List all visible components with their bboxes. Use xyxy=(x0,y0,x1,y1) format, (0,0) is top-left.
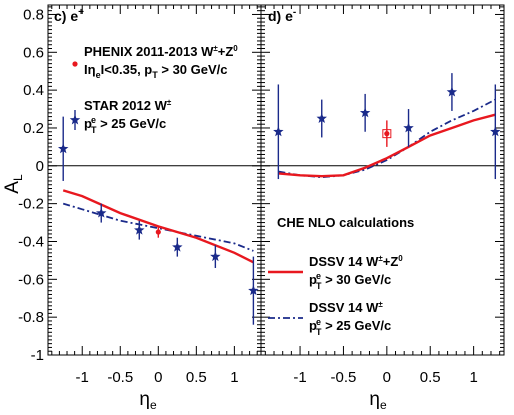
panel-right-ticks xyxy=(261,5,504,356)
star-point xyxy=(96,207,107,218)
dssv-wz-curve xyxy=(278,113,496,178)
star-point xyxy=(446,86,458,97)
dssv-w-curve xyxy=(62,202,254,252)
legend-star: STAR 2012 W± pe T > 25 GeV/c xyxy=(69,98,172,135)
star-point xyxy=(403,122,414,133)
panel-right-title: d) e- xyxy=(268,7,296,24)
star-point xyxy=(57,143,69,154)
star-point xyxy=(490,126,501,137)
x-tick-label: 0.5 xyxy=(420,369,441,386)
star-point xyxy=(248,285,259,296)
x-axis-title-right: ηe xyxy=(369,389,387,412)
star-point xyxy=(359,107,371,118)
y-tick-label: 0.6 xyxy=(23,44,44,61)
x-tick-label: -0.5 xyxy=(107,369,133,386)
phenix-point xyxy=(155,229,161,235)
panel-right-points xyxy=(273,73,501,180)
y-tick-label: 0.2 xyxy=(23,120,44,137)
y-axis-title: AL xyxy=(2,174,25,194)
panel-left: c) e+ xyxy=(47,4,262,356)
panel-left-title: c) e+ xyxy=(54,7,84,24)
legend-phenix-marker xyxy=(72,61,78,67)
panel-right-curves xyxy=(278,98,496,179)
legend-star-line1: STAR 2012 W± xyxy=(84,98,172,113)
x-tick-label: -0.5 xyxy=(331,369,357,386)
x-tick-label: 0.5 xyxy=(186,369,207,386)
x-axis-title-left: ηe xyxy=(139,389,157,412)
x-tick-label: 0 xyxy=(154,369,162,386)
legend-phenix-line1: PHENIX 2011-2013 W±+Z0 xyxy=(84,44,238,59)
x-tick-label: -1 xyxy=(293,369,306,386)
legend-dssv-w-line2: pe T > 25 GeV/c xyxy=(309,317,391,337)
legend-phenix-line2: IηeI<0.35, pT > 30 GeV/c xyxy=(84,62,228,80)
y-tick-label: -0.6 xyxy=(18,271,44,288)
y-tick-label: 0.4 xyxy=(23,82,44,99)
y-tick-label: 0 xyxy=(36,158,44,175)
x-tick-label: -1 xyxy=(76,369,89,386)
star-point xyxy=(316,113,327,123)
panel-left-ticks xyxy=(48,5,261,356)
star-point xyxy=(210,251,221,262)
legend-dssv-wz-line2: pe T > 30 GeV/c xyxy=(309,271,391,291)
x-tick-labels: -1 -0.5 0 0.5 1 -1 -0.5 0 0.5 1 xyxy=(76,369,478,386)
panel-right: d) e- xyxy=(260,4,505,356)
legend-dssv-wz: DSSV 14 W±+Z0 pe T > 30 GeV/c xyxy=(268,254,403,291)
legend-dssv-w-line1: DSSV 14 W± xyxy=(309,300,383,315)
star-point xyxy=(172,241,183,252)
legend-dssv-w: DSSV 14 W± pe T > 25 GeV/c xyxy=(268,300,391,337)
x-tick-label: 0 xyxy=(383,369,391,386)
star-point xyxy=(134,224,145,235)
y-tick-label: -0.8 xyxy=(18,309,44,326)
panel-left-points xyxy=(57,116,259,325)
phenix-point xyxy=(384,131,390,137)
star-point xyxy=(273,126,284,137)
y-tick-labels: -1 -0.8 -0.6 -0.4 -0.2 0 0.2 0.4 0.6 0.8 xyxy=(18,6,44,364)
y-tick-label: -1 xyxy=(31,347,44,364)
phenix-syst-box xyxy=(382,129,392,139)
panel-right-frame xyxy=(260,4,505,356)
legend-phenix: PHENIX 2011-2013 W±+Z0 IηeI<0.35, pT > 3… xyxy=(72,44,238,80)
x-tick-label: 1 xyxy=(469,369,477,386)
legend-star-marker xyxy=(69,114,81,125)
legend-che-title: CHE NLO calculations xyxy=(277,215,414,230)
y-tick-label: 0.8 xyxy=(23,6,44,23)
legend-star-line2: pe T > 25 GeV/c xyxy=(84,115,166,135)
y-tick-label: -0.2 xyxy=(18,196,44,213)
legend-dssv-wz-line1: DSSV 14 W±+Z0 xyxy=(309,254,403,269)
y-tick-label: -0.4 xyxy=(18,233,44,250)
x-tick-label: 1 xyxy=(230,369,238,386)
